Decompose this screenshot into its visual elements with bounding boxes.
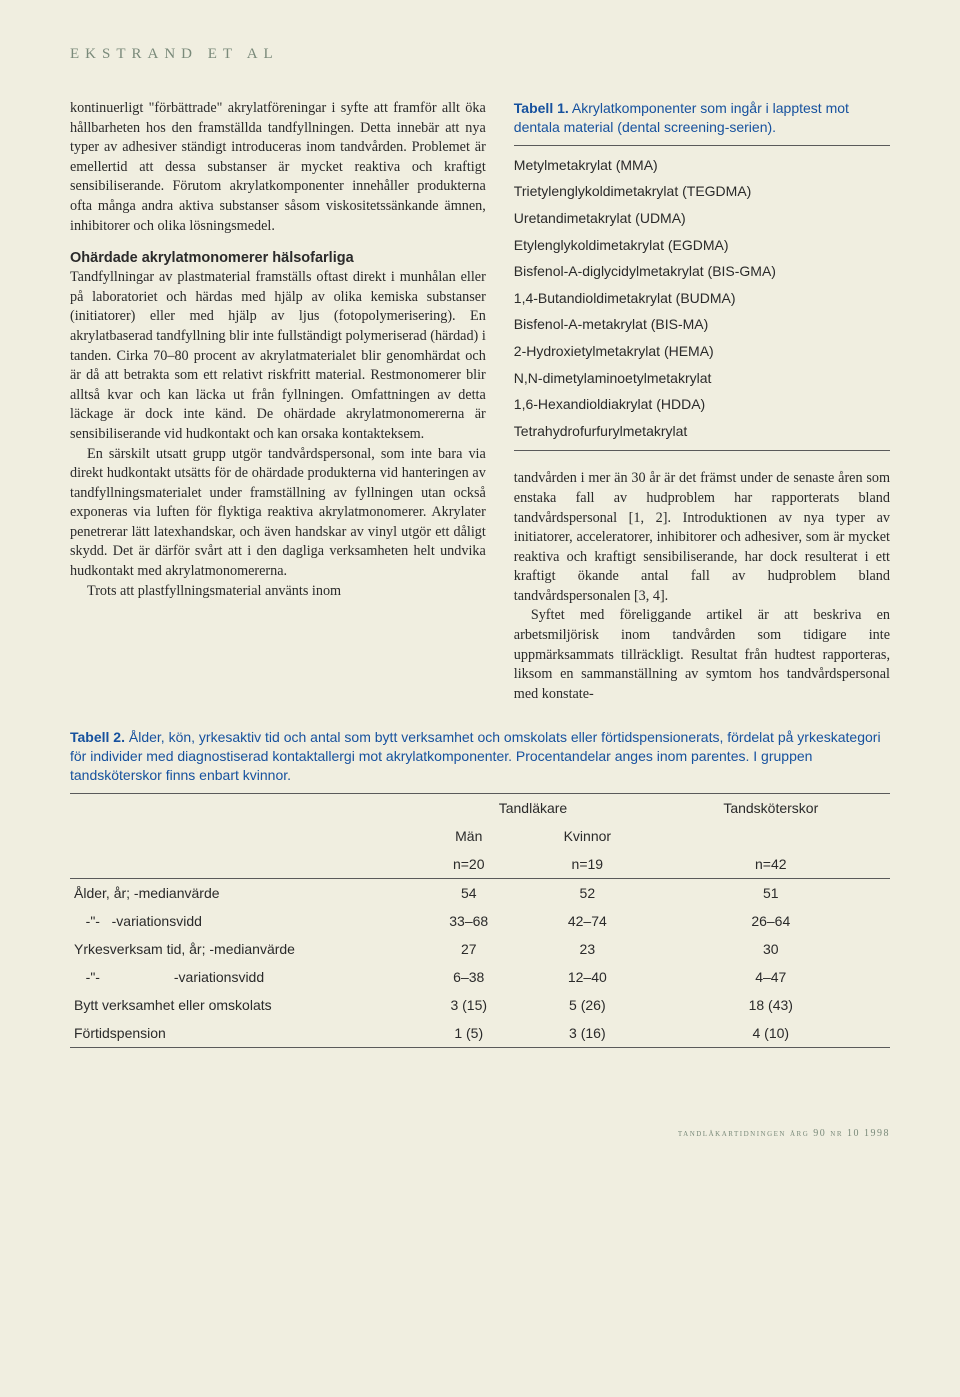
- left-column: kontinuerligt "förbättrade" akrylatfören…: [70, 99, 486, 704]
- table-row: Förtidspension 1 (5) 3 (16) 4 (10): [70, 1019, 890, 1048]
- paragraph: Tandfyllningar av plastmaterial framstäl…: [70, 268, 486, 444]
- cell: 42–74: [523, 907, 651, 935]
- row-label: Ålder, år; -medianvärde: [70, 879, 414, 908]
- cell: 51: [652, 879, 890, 908]
- cell: 18 (43): [652, 991, 890, 1019]
- page: EKSTRAND ET AL kontinuerligt "förbättrad…: [0, 0, 960, 1179]
- running-head: EKSTRAND ET AL: [70, 46, 890, 63]
- table-1-item: Bisfenol-A-diglycidylmetakrylat (BIS-GMA…: [514, 258, 890, 285]
- table-2-caption-label: Tabell 2.: [70, 729, 125, 745]
- table-1-item: Metylmetakrylat (MMA): [514, 152, 890, 179]
- cell: 3 (15): [414, 991, 523, 1019]
- table-1-item: 1,6-Hexandioldiakrylat (HDDA): [514, 391, 890, 418]
- table-header-row: Tandläkare Tandsköterskor: [70, 794, 890, 823]
- row-label: -"- -variationsvidd: [70, 907, 414, 935]
- col-sub-women: Kvinnor: [523, 822, 651, 850]
- paragraph: Syftet med föreliggande artikel är att b…: [514, 606, 890, 704]
- table-1-item: Uretandimetakrylat (UDMA): [514, 205, 890, 232]
- page-footer: tandläkartidningen årg 90 nr 10 1998: [70, 1128, 890, 1139]
- right-column: Tabell 1. Akrylatkomponenter som ingår i…: [514, 99, 890, 704]
- cell: 6–38: [414, 963, 523, 991]
- col-group-dentists: Tandläkare: [414, 794, 651, 823]
- cell: 12–40: [523, 963, 651, 991]
- cell: 23: [523, 935, 651, 963]
- row-label: -"- -variationsvidd: [70, 963, 414, 991]
- table-row: -"- -variationsvidd 6–38 12–40 4–47: [70, 963, 890, 991]
- table-1-item: Etylenglykoldimetakrylat (EGDMA): [514, 232, 890, 259]
- table-1-item: Tetrahydrofurfurylmetakrylat: [514, 418, 890, 445]
- cell: 5 (26): [523, 991, 651, 1019]
- table-1-item: 2-Hydroxietylmetakrylat (HEMA): [514, 338, 890, 365]
- table-header-row: Män Kvinnor: [70, 822, 890, 850]
- table-2: Tabell 2. Ålder, kön, yrkesaktiv tid och…: [70, 728, 890, 1048]
- n-women: n=19: [523, 850, 651, 879]
- paragraph: tandvården i mer än 30 år är det främst …: [514, 469, 890, 606]
- table-1-item: N,N-dimetylaminoetylmetakrylat: [514, 365, 890, 392]
- table-2-grid: Tandläkare Tandsköterskor Män Kvinnor n=…: [70, 793, 890, 1048]
- table-row: Bytt verksamhet eller omskolats 3 (15) 5…: [70, 991, 890, 1019]
- paragraph: kontinuerligt "förbättrade" akrylatfören…: [70, 99, 486, 236]
- cell: 26–64: [652, 907, 890, 935]
- table-1-item: 1,4-Butandioldimetakrylat (BUDMA): [514, 285, 890, 312]
- table-1-caption-label: Tabell 1.: [514, 100, 569, 116]
- col-group-nurses: Tandsköterskor: [652, 794, 890, 823]
- table-1-item: Bisfenol-A-metakrylat (BIS-MA): [514, 311, 890, 338]
- table-2-caption: Tabell 2. Ålder, kön, yrkesaktiv tid och…: [70, 728, 890, 785]
- cell: 1 (5): [414, 1019, 523, 1048]
- cell: 27: [414, 935, 523, 963]
- paragraph: En särskilt utsatt grupp utgör tandvårds…: [70, 445, 486, 582]
- cell: 33–68: [414, 907, 523, 935]
- n-nurses: n=42: [652, 850, 890, 879]
- table-2-caption-text: Ålder, kön, yrkesaktiv tid och antal som…: [70, 729, 881, 783]
- cell: 54: [414, 879, 523, 908]
- cell: 4–47: [652, 963, 890, 991]
- two-column-layout: kontinuerligt "förbättrade" akrylatfören…: [70, 99, 890, 704]
- cell: 30: [652, 935, 890, 963]
- col-sub-men: Män: [414, 822, 523, 850]
- row-label: Förtidspension: [70, 1019, 414, 1048]
- table-row: -"- -variationsvidd 33–68 42–74 26–64: [70, 907, 890, 935]
- row-label: Bytt verksamhet eller omskolats: [70, 991, 414, 1019]
- table-header-row: n=20 n=19 n=42: [70, 850, 890, 879]
- n-men: n=20: [414, 850, 523, 879]
- table-rule: [514, 450, 890, 451]
- subheading: Ohärdade akrylatmonomerer hälsofarliga: [70, 250, 486, 266]
- table-row: Ålder, år; -medianvärde 54 52 51: [70, 879, 890, 908]
- row-label: Yrkesverksam tid, år; -medianvärde: [70, 935, 414, 963]
- table-1: Tabell 1. Akrylatkomponenter som ingår i…: [514, 99, 890, 451]
- paragraph: Trots att plastfyllningsmaterial använts…: [70, 582, 486, 602]
- table-row: Yrkesverksam tid, år; -medianvärde 27 23…: [70, 935, 890, 963]
- table-1-item: Trietylenglykoldimetakrylat (TEGDMA): [514, 178, 890, 205]
- cell: 3 (16): [523, 1019, 651, 1048]
- cell: 4 (10): [652, 1019, 890, 1048]
- table-rule: [514, 145, 890, 146]
- table-1-caption: Tabell 1. Akrylatkomponenter som ingår i…: [514, 99, 890, 137]
- cell: 52: [523, 879, 651, 908]
